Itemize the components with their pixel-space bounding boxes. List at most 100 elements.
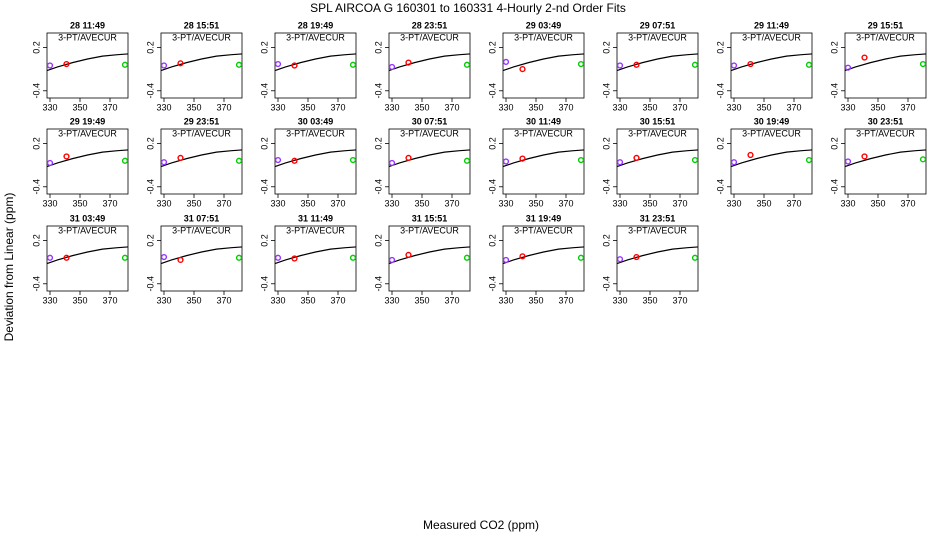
plot-frame bbox=[730, 128, 813, 195]
panel-title: 31 23:51 bbox=[640, 213, 676, 223]
panel-subtitle: 3-PT/AVECUR bbox=[628, 32, 687, 42]
x-tick-label: 370 bbox=[786, 102, 801, 112]
panel-subtitle: 3-PT/AVECUR bbox=[172, 128, 231, 138]
panel-title: 28 23:51 bbox=[412, 20, 448, 30]
x-tick-label: 370 bbox=[558, 102, 573, 112]
data-point bbox=[861, 54, 868, 61]
data-point bbox=[235, 157, 243, 164]
panel-title: 29 23:51 bbox=[184, 116, 220, 126]
plot-frame bbox=[502, 225, 585, 292]
plot-frame bbox=[274, 32, 357, 99]
data-point bbox=[691, 156, 699, 164]
x-tick-label: 330 bbox=[612, 102, 627, 112]
y-tick-label: 0.2 bbox=[487, 137, 497, 150]
panel-subtitle: 3-PT/AVECUR bbox=[286, 128, 345, 138]
y-tick-label: -0.4 bbox=[31, 276, 41, 292]
y-tick-label: -0.4 bbox=[373, 276, 383, 292]
plot-frame bbox=[388, 128, 471, 195]
x-tick-label: 330 bbox=[156, 198, 171, 208]
y-tick-label: -0.4 bbox=[601, 83, 611, 99]
data-point bbox=[502, 58, 510, 65]
x-tick-label: 370 bbox=[558, 198, 573, 208]
data-point bbox=[691, 254, 699, 261]
data-point bbox=[177, 256, 184, 264]
panel-subtitle: 3-PT/AVECUR bbox=[286, 32, 345, 42]
x-tick-label: 370 bbox=[102, 295, 117, 305]
panel: 30 23:51 3-PT/AVECUR -0.4 0.2 330 350 370 bbox=[829, 116, 927, 208]
y-tick-label: 0.2 bbox=[31, 41, 41, 54]
data-point bbox=[63, 254, 70, 261]
x-tick-label: 350 bbox=[186, 295, 201, 305]
fit-curve bbox=[274, 149, 357, 168]
data-point bbox=[405, 59, 412, 66]
data-point bbox=[177, 154, 184, 161]
x-tick-label: 350 bbox=[870, 102, 885, 112]
panel: 28 15:51 3-PT/AVECUR -0.4 0.2 330 350 370 bbox=[145, 20, 243, 112]
x-tick-label: 370 bbox=[444, 198, 459, 208]
data-point bbox=[463, 157, 471, 164]
y-tick-label: -0.4 bbox=[31, 83, 41, 99]
data-point bbox=[577, 60, 585, 68]
x-tick-label: 370 bbox=[216, 198, 231, 208]
x-tick-label: 330 bbox=[498, 102, 513, 112]
y-tick-label: 0.2 bbox=[373, 234, 383, 247]
y-tick-label: 0.2 bbox=[145, 234, 155, 247]
y-tick-label: -0.4 bbox=[145, 179, 155, 195]
data-point bbox=[274, 254, 282, 261]
x-tick-label: 350 bbox=[756, 102, 771, 112]
x-tick-label: 370 bbox=[786, 198, 801, 208]
plot-frame bbox=[274, 128, 357, 195]
panel: 29 23:51 3-PT/AVECUR -0.4 0.2 330 350 370 bbox=[145, 116, 243, 208]
panel-subtitle: 3-PT/AVECUR bbox=[514, 32, 573, 42]
panel-subtitle: 3-PT/AVECUR bbox=[58, 128, 117, 138]
x-tick-label: 350 bbox=[186, 198, 201, 208]
x-tick-label: 370 bbox=[216, 295, 231, 305]
panel: 31 11:49 3-PT/AVECUR -0.4 0.2 330 350 370 bbox=[259, 213, 357, 305]
chart-title: SPL AIRCOA G 160301 to 160331 4-Hourly 2… bbox=[310, 1, 626, 15]
data-point bbox=[160, 159, 168, 166]
data-point bbox=[121, 254, 129, 261]
panel-subtitle: 3-PT/AVECUR bbox=[628, 128, 687, 138]
data-point bbox=[805, 61, 813, 68]
data-point bbox=[747, 60, 754, 68]
panel-title: 30 23:51 bbox=[868, 116, 904, 126]
plot-frame bbox=[616, 32, 699, 99]
x-tick-label: 350 bbox=[870, 198, 885, 208]
y-tick-label: -0.4 bbox=[373, 179, 383, 195]
panel-subtitle: 3-PT/AVECUR bbox=[58, 32, 117, 42]
fit-curve bbox=[844, 149, 927, 168]
data-point bbox=[235, 254, 243, 261]
x-tick-label: 350 bbox=[300, 198, 315, 208]
panel-title: 29 07:51 bbox=[640, 20, 676, 30]
data-point bbox=[291, 62, 298, 69]
x-tick-label: 350 bbox=[528, 295, 543, 305]
x-tick-label: 330 bbox=[726, 198, 741, 208]
fit-curve bbox=[616, 149, 699, 168]
x-tick-label: 330 bbox=[726, 102, 741, 112]
panel: 31 15:51 3-PT/AVECUR -0.4 0.2 330 350 370 bbox=[373, 213, 471, 305]
panel-subtitle: 3-PT/AVECUR bbox=[514, 128, 573, 138]
panel-title: 31 19:49 bbox=[526, 213, 562, 223]
data-point bbox=[463, 254, 471, 261]
x-tick-label: 350 bbox=[72, 295, 87, 305]
fit-curve bbox=[730, 53, 813, 72]
plot-frame bbox=[388, 225, 471, 292]
x-tick-label: 350 bbox=[414, 295, 429, 305]
plot-frame bbox=[844, 32, 927, 99]
x-tick-label: 350 bbox=[642, 102, 657, 112]
y-tick-label: -0.4 bbox=[487, 179, 497, 195]
x-tick-label: 350 bbox=[528, 198, 543, 208]
data-point bbox=[844, 64, 852, 71]
fit-curve bbox=[160, 53, 243, 72]
y-tick-label: 0.2 bbox=[487, 234, 497, 247]
panel: 31 03:49 3-PT/AVECUR -0.4 0.2 330 350 370 bbox=[31, 213, 129, 305]
data-point bbox=[919, 60, 927, 68]
panel-subtitle: 3-PT/AVECUR bbox=[628, 225, 687, 235]
data-point bbox=[46, 254, 54, 261]
y-tick-label: 0.2 bbox=[601, 137, 611, 150]
x-tick-label: 330 bbox=[156, 295, 171, 305]
panel-title: 31 03:49 bbox=[70, 213, 106, 223]
fit-curve bbox=[730, 149, 813, 168]
x-tick-label: 330 bbox=[612, 295, 627, 305]
